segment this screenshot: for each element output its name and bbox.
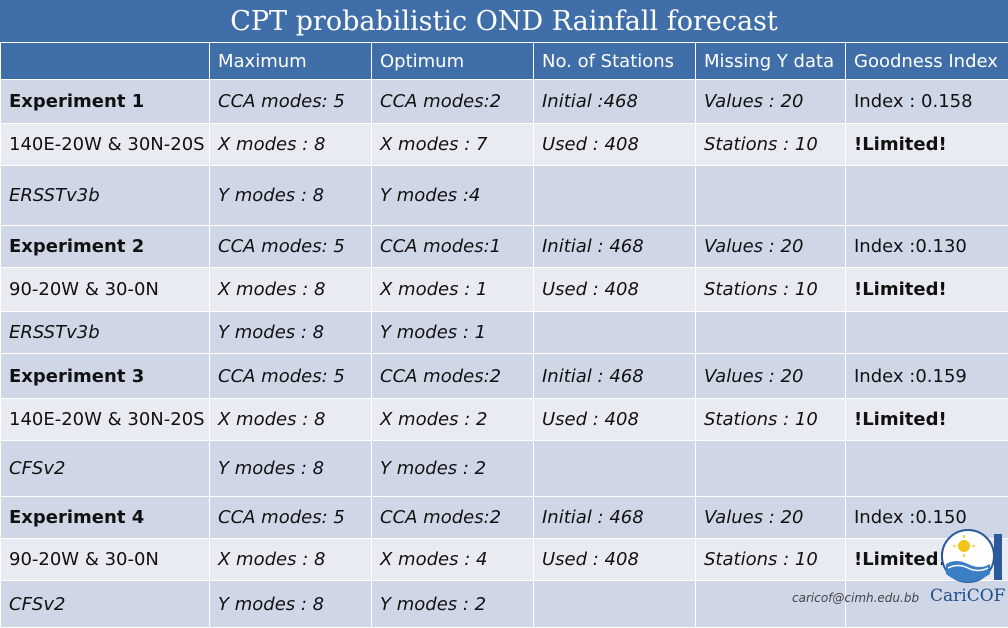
table-cell: Y modes : 8 xyxy=(210,441,372,497)
table-cell xyxy=(534,441,696,497)
row-label-cell: 90-20W & 30-0N xyxy=(1,539,210,581)
table-cell: X modes : 8 xyxy=(210,268,372,312)
table-cell: CCA modes: 5 xyxy=(210,80,372,124)
table-cell: Stations : 10 xyxy=(696,399,846,441)
table-cell: !Limited! xyxy=(846,399,1008,441)
table-cell xyxy=(846,166,1008,226)
table-cell: Values : 20 xyxy=(696,354,846,399)
row-label-cell: CFSv2 xyxy=(1,441,210,497)
table-cell: Stations : 10 xyxy=(696,539,846,581)
table-cell: X modes : 4 xyxy=(372,539,534,581)
table-cell: Stations : 10 xyxy=(696,268,846,312)
table-cell: X modes : 8 xyxy=(210,399,372,441)
table-cell xyxy=(534,166,696,226)
experiments-table: Maximum Optimum No. of Stations Missing … xyxy=(0,42,1008,628)
table-cell: CCA modes:2 xyxy=(372,497,534,539)
table-cell: Y modes : 2 xyxy=(372,581,534,628)
table-cell: Values : 20 xyxy=(696,226,846,268)
table-cell: Y modes : 8 xyxy=(210,581,372,628)
caricof-logo-icon xyxy=(934,528,1004,586)
table-cell: CCA modes: 5 xyxy=(210,497,372,539)
row-label-cell: Experiment 3 xyxy=(1,354,210,399)
header-cell-missing: Missing Y data xyxy=(696,43,846,80)
table-cell: Y modes : 8 xyxy=(210,312,372,354)
slide-title: CPT probabilistic OND Rainfall forecast xyxy=(0,0,1008,42)
table-cell: Y modes : 1 xyxy=(372,312,534,354)
table-cell: Initial : 468 xyxy=(534,354,696,399)
table-cell xyxy=(696,441,846,497)
row-label-cell: 140E-20W & 30N-20S xyxy=(1,124,210,166)
table-cell xyxy=(846,312,1008,354)
table-cell: Used : 408 xyxy=(534,399,696,441)
table-cell: Used : 408 xyxy=(534,124,696,166)
table-cell: Used : 408 xyxy=(534,268,696,312)
table-cell: Initial : 468 xyxy=(534,226,696,268)
table-cell xyxy=(846,441,1008,497)
row-label-cell: ERSSTv3b xyxy=(1,166,210,226)
table-cell: Index : 0.158 xyxy=(846,80,1008,124)
table-cell: Y modes : 2 xyxy=(372,441,534,497)
table-cell: Used : 408 xyxy=(534,539,696,581)
row-label-cell: Experiment 4 xyxy=(1,497,210,539)
row-label-cell: 90-20W & 30-0N xyxy=(1,268,210,312)
table-cell: X modes : 8 xyxy=(210,539,372,581)
table-cell: CCA modes: 5 xyxy=(210,226,372,268)
table-cell: Initial : 468 xyxy=(534,497,696,539)
table-cell: CCA modes:2 xyxy=(372,80,534,124)
row-label-cell: Experiment 2 xyxy=(1,226,210,268)
table-cell: Values : 20 xyxy=(696,80,846,124)
header-cell-goodness: Goodness Index xyxy=(846,43,1008,80)
table-cell: CCA modes:2 xyxy=(372,354,534,399)
table-cell: Index :0.159 xyxy=(846,354,1008,399)
header-cell-maximum: Maximum xyxy=(210,43,372,80)
table-cell: CCA modes: 5 xyxy=(210,354,372,399)
row-label-cell: 140E-20W & 30N-20S xyxy=(1,399,210,441)
table-cell: Initial :468 xyxy=(534,80,696,124)
table-cell: !Limited! xyxy=(846,124,1008,166)
table-header-row: Maximum Optimum No. of Stations Missing … xyxy=(1,43,1008,80)
row-label-cell: ERSSTv3b xyxy=(1,312,210,354)
table-cell: Index :0.130 xyxy=(846,226,1008,268)
header-cell-stations: No. of Stations xyxy=(534,43,696,80)
footer-brand: CariCOF xyxy=(930,586,1005,606)
table-cell: Y modes :4 xyxy=(372,166,534,226)
row-label-cell: Experiment 1 xyxy=(1,80,210,124)
footer-email: caricof@cimh.edu.bb xyxy=(792,591,919,605)
table-cell: X modes : 2 xyxy=(372,399,534,441)
table-cell: Stations : 10 xyxy=(696,124,846,166)
header-cell-corner xyxy=(1,43,210,80)
row-label-cell: CFSv2 xyxy=(1,581,210,628)
table-cell: Y modes : 8 xyxy=(210,166,372,226)
table-cell xyxy=(696,166,846,226)
table-cell: Values : 20 xyxy=(696,497,846,539)
table-cell: CCA modes:1 xyxy=(372,226,534,268)
table-cell xyxy=(534,581,696,628)
table-cell: !Limited! xyxy=(846,268,1008,312)
table-cell xyxy=(534,312,696,354)
table-cell: X modes : 1 xyxy=(372,268,534,312)
header-cell-optimum: Optimum xyxy=(372,43,534,80)
table-cell: X modes : 8 xyxy=(210,124,372,166)
table-cell: X modes : 7 xyxy=(372,124,534,166)
table-cell xyxy=(696,312,846,354)
